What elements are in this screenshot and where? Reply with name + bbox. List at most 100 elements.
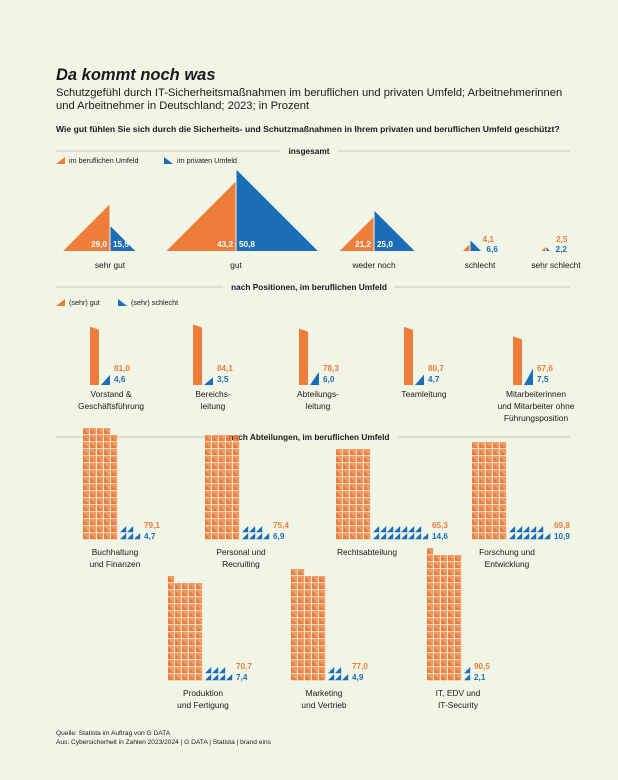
mark-abteilung-schlecht-5-tile-2 xyxy=(342,674,349,681)
mark-abteilung-schlecht-3-tile-4 xyxy=(537,533,544,540)
mark-abteilung-gut-6-tile-b-15 xyxy=(427,653,434,660)
mark-abteilung-gut-3-tile-b-4 xyxy=(500,533,507,540)
mark-abteilung-gut-6-tile-b-69 xyxy=(455,583,462,590)
mark-abteilung-gut-3-tile-b-42 xyxy=(486,477,493,484)
mark-abteilung-gut-6-tile-b-82 xyxy=(441,562,448,569)
mark-abteilung-gut-1-tile-b-4 xyxy=(233,533,240,540)
mark-abteilung-gut-0-tile-b-65 xyxy=(83,442,90,449)
mark-abteilung-gut-1-tile-b-58 xyxy=(226,456,233,463)
mark-abteilung-gut-0-tile-b-34 xyxy=(111,491,118,498)
mark-abteilung-gut-2-tile-b-62 xyxy=(350,449,357,456)
mark-abteilung-gut-1-tile-b-68 xyxy=(226,442,233,449)
mark-abteilung-gut-5-tile-b-34 xyxy=(319,632,326,639)
mark-abteilung-gut-5-tile-b-65 xyxy=(291,583,298,590)
mark-abteilung-gut-3-tile-b-60 xyxy=(472,449,479,456)
mark-abteilung-gut-5-tile-b-75 xyxy=(291,569,298,576)
mark-abteilung-gut-6-tile-b-42 xyxy=(441,618,448,625)
mark-abteilung-gut-6-tile-b-1 xyxy=(434,674,441,681)
mark-abteilung-schlecht-2-tile-6 xyxy=(415,533,422,540)
mark-abteilung-gut-4-tile-32 xyxy=(182,632,189,639)
mark-abteilung-gut-4-tile-b-37 xyxy=(182,625,189,632)
mark-abteilung-gut-6-tile-b-10 xyxy=(427,660,434,667)
mark-abteilung-gut-1-tile-b-57 xyxy=(219,456,226,463)
mark-abteilung-gut-5-tile-b-22 xyxy=(305,646,312,653)
mark-abteilung-schlecht-0-tile-4 xyxy=(127,526,134,533)
mark-abteilung-gut-1-tile-50 xyxy=(205,463,212,470)
mark-abteilung-schlecht-3-tile-1 xyxy=(516,533,523,540)
mark-abteilung-schlecht-3-tile-5 xyxy=(544,533,551,540)
mark-abteilung-gut-4-tile-b-7 xyxy=(182,667,189,674)
mark-abteilung-gut-0-tile-b-21 xyxy=(90,505,97,512)
mark-abteilung-gut-0-tile-b-9 xyxy=(111,526,118,533)
mark-abteilung-gut-2-tile-b-3 xyxy=(357,533,364,540)
mark-abteilung-gut-6-tile-b-8 xyxy=(448,667,455,674)
mark-abteilung-gut-4-tile-b-56 xyxy=(175,597,182,604)
mark-abteilung-schlecht-6-tile-1 xyxy=(464,667,471,674)
mark-abteilung-gut-0-tile-b-50 xyxy=(83,463,90,470)
mark-abteilung-gut-4-tile-35 xyxy=(168,625,175,632)
mark-abteilung-gut-4-tile-b-3 xyxy=(189,674,196,681)
mark-abteilung-gut-3-tile-b-6 xyxy=(479,526,486,533)
mark-abteilung-gut-4-tile-b-19 xyxy=(196,653,203,660)
label-position-schlecht-2: 6,0 xyxy=(323,375,335,384)
mark-abteilung-gut-1-tile-b-55 xyxy=(205,456,212,463)
mark-abteilung-gut-4-tile-14 xyxy=(196,660,203,667)
mark-abteilung-gut-0-tile-12 xyxy=(97,519,104,526)
mark-abteilung-gut-4-tile-11 xyxy=(175,660,182,667)
mark-abteilung-gut-1-tile-64 xyxy=(233,449,240,456)
mark-abteilung-gut-6-tile-b-32 xyxy=(441,632,448,639)
mark-abteilung-schlecht-4-tile-6 xyxy=(219,667,226,674)
mark-abteilung-gut-4-tile-67 xyxy=(182,583,189,590)
mark-abteilung-schlecht-1-tile-2 xyxy=(256,533,263,540)
mark-abteilung-gut-0-tile-17 xyxy=(97,512,104,519)
mark-abteilung-gut-6-tile-b-83 xyxy=(448,562,455,569)
mark-abteilung-gut-4-tile-b-2 xyxy=(182,674,189,681)
mark-abteilung-gut-4-tile-4 xyxy=(196,674,203,681)
mark-abteilung-gut-6-tile-b-28 xyxy=(448,639,455,646)
mark-abteilung-gut-4-tile-5 xyxy=(168,667,175,674)
mark-abteilung-gut-6-tile-b-64 xyxy=(455,590,462,597)
mark-position-gut-0 xyxy=(90,326,99,385)
mark-abteilung-gut-0-tile-b-26 xyxy=(90,498,97,505)
mark-abteilung-gut-6-tile-b-23 xyxy=(448,646,455,653)
mark-abteilung-gut-5-tile-b-43 xyxy=(312,618,319,625)
mark-abteilung-gut-6-tile-b-39 xyxy=(455,625,462,632)
mark-abteilung-gut-4-tile-66 xyxy=(175,583,182,590)
mark-abteilung-gut-2-tile-b-10 xyxy=(336,519,343,526)
label-position-gut-2: 78,3 xyxy=(323,364,339,373)
mark-abteilung-gut-1-tile-b-18 xyxy=(226,512,233,519)
mark-abteilung-gut-1-tile-b-41 xyxy=(212,477,219,484)
mark-abteilung-gut-4-tile-2 xyxy=(182,674,189,681)
mark-abteilung-gut-0-tile-b-10 xyxy=(83,519,90,526)
mark-abteilung-gut-4-tile-b-70 xyxy=(168,576,175,583)
mark-abteilung-gut-5-tile-b-18 xyxy=(312,653,319,660)
mark-abteilung-gut-6-tile-b-89 xyxy=(455,555,462,562)
mark-abteilung-gut-5-tile-b-26 xyxy=(298,639,305,646)
mark-abteilung-gut-5-tile-b-44 xyxy=(319,618,326,625)
mark-abteilung-gut-4-tile-b-51 xyxy=(175,604,182,611)
mark-abteilung-gut-2-tile-b-37 xyxy=(350,484,357,491)
mark-abteilung-gut-6-tile-b-3 xyxy=(448,674,455,681)
mark-abteilung-gut-4-tile-b-53 xyxy=(189,604,196,611)
category-position-1: Bereichs-leitung xyxy=(195,389,231,411)
label-position-schlecht-3: 4,7 xyxy=(428,375,440,384)
mark-abteilung-gut-1-tile-b-60 xyxy=(205,449,212,456)
mark-abteilung-gut-4-tile-8 xyxy=(189,667,196,674)
mark-abteilung-gut-3-tile-b-19 xyxy=(500,512,507,519)
mark-abteilung-gut-1-tile-38 xyxy=(226,484,233,491)
mark-abteilung-gut-3-tile-b-39 xyxy=(500,484,507,491)
mark-abteilung-gut-0-tile-b-30 xyxy=(83,491,90,498)
mark-abteilung-gut-4-tile-b-10 xyxy=(168,660,175,667)
mark-abteilung-schlecht-2-tile-3 xyxy=(394,533,401,540)
mark-abteilung-gut-3-tile-b-37 xyxy=(486,484,493,491)
mark-abteilung-gut-1-tile-b-43 xyxy=(226,477,233,484)
mark-abteilung-gut-2-tile-b-38 xyxy=(357,484,364,491)
mark-abteilung-gut-5-tile-b-42 xyxy=(305,618,312,625)
mark-abteilung-gut-0-tile-b-44 xyxy=(111,477,118,484)
mark-abteilung-gut-3-tile-b-56 xyxy=(479,456,486,463)
mark-abteilung-gut-1-tile-49 xyxy=(233,470,240,477)
mark-abteilung-schlecht-2-tile-4 xyxy=(401,533,408,540)
mark-abteilung-gut-6-tile-b-76 xyxy=(434,569,441,576)
mark-abteilung-gut-0-tile-b-37 xyxy=(97,484,104,491)
mark-abteilung-gut-4-tile-10 xyxy=(168,660,175,667)
